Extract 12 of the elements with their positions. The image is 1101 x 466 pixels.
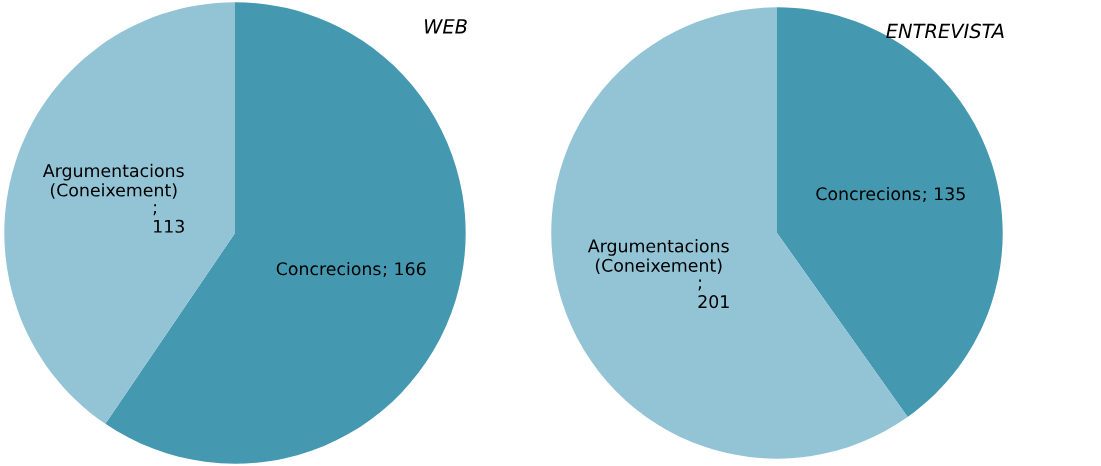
data-label: ; 166 <box>383 262 426 278</box>
text: WEB <box>425 19 467 34</box>
pie-slice <box>4 2 235 424</box>
slice-label: Concrecions <box>816 186 921 201</box>
text: ENTREVISTA <box>886 23 1004 39</box>
data-label: ; 201 <box>698 279 729 309</box>
pie-slice <box>777 7 1003 418</box>
slice-label: Concrecions <box>276 261 381 276</box>
slice-label: Argumentacions (Coneixement) <box>587 239 729 274</box>
slice-label: Argumentacions (Coneixement) <box>42 163 184 199</box>
data-label: ; 113 <box>153 204 184 233</box>
data-label: ; 135 <box>923 187 965 203</box>
